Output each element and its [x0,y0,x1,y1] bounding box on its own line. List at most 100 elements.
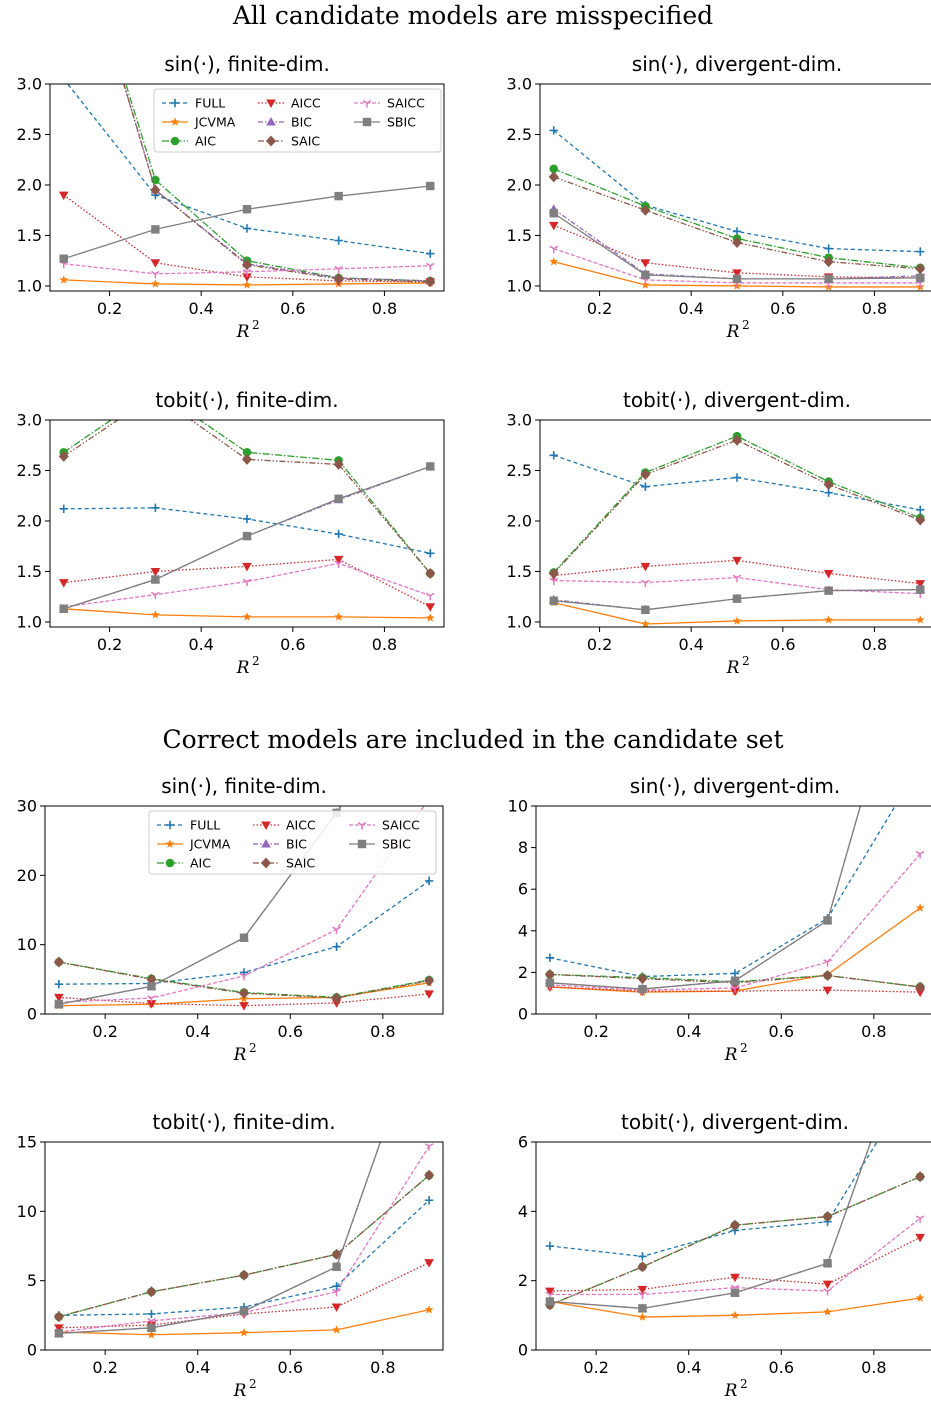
data-point-aicc [732,556,742,566]
y-tick-label: 2.5 [17,125,42,144]
y-tick-label: 5 [27,1271,37,1290]
x-axis-label-superscript: 2 [742,318,750,332]
data-point-saic [333,458,344,470]
legend-swatch-marker [362,100,372,108]
x-tick-label: 0.6 [280,635,305,654]
data-point-jcvma [824,615,833,624]
data-point-aicc [242,273,252,282]
y-tick-label: 3.0 [17,75,42,94]
data-point-aicc [822,1280,833,1290]
data-point-saicc [425,262,435,271]
x-tick-label: 0.4 [676,1022,701,1041]
legend-label-jcvma: JCVMA [194,115,236,130]
data-point-jcvma [334,612,343,621]
data-point-aicc [242,562,252,572]
series-line-saic [58,1174,430,1318]
data-point-saic [548,567,559,579]
y-tick-label: 3.0 [507,75,532,94]
data-point-saicc [332,926,341,935]
legend-swatch-marker [261,857,271,869]
series-group [53,999,435,1339]
y-tick-label: 1.5 [507,562,532,581]
data-point-sbic [916,585,925,594]
data-point-aic [151,175,160,185]
y-tick-label: 2 [518,1271,528,1290]
series-line-saic [58,961,430,999]
data-point-full [424,876,434,886]
data-point-saicc [242,268,252,277]
chart-title: tobit(·), finite-dim. [152,1110,335,1134]
data-point-full [54,979,64,989]
x-tick-label: 0.8 [372,635,397,654]
data-point-full [824,244,833,253]
x-axis-label: R [726,658,740,678]
data-point-saic [915,263,926,275]
data-point-sbic [730,1288,740,1297]
data-point-full [916,505,925,515]
y-tick-label: 0 [518,1005,528,1024]
data-point-full [732,473,742,482]
data-point-sbic [425,999,433,1007]
data-point-aicc [545,1287,555,1297]
data-point-full [916,247,925,256]
data-point-jcvma [915,615,925,624]
data-point-sbic [545,1297,555,1306]
data-point-saic [822,1211,833,1223]
y-tick-label: 3.0 [17,411,42,430]
legend-swatch-marker [170,136,180,146]
y-tick-label: 10 [17,935,37,954]
data-point-sbic [730,976,740,985]
y-tick-label: 2.0 [507,511,532,530]
series-line-sbic [63,185,431,260]
data-point-saicc [915,850,925,859]
y-tick-label: 1.0 [17,612,42,631]
data-point-saic [242,453,252,465]
series-line-aic [63,420,431,574]
data-point-saic [424,975,435,987]
series-line-full [58,1199,430,1316]
series-line-saic [63,420,431,574]
data-point-saic [242,259,252,271]
series-line-saic [549,1176,921,1306]
data-point-saicc [730,985,740,993]
data-point-sbic [242,205,252,214]
data-point-full [334,236,343,245]
data-point-saic [823,479,834,491]
legend-label-full: FULL [195,96,225,111]
y-tick-label: 1.0 [17,276,42,295]
series-line-saicc [63,562,431,608]
data-point-saic [640,204,651,216]
data-point-saic [822,970,833,982]
legend-label-saic: SAIC [286,856,315,871]
x-tick-label: 0.2 [97,299,122,318]
y-tick-label: 10 [508,797,528,816]
data-point-saicc [641,579,650,588]
y-tick-label: 1.0 [507,276,532,295]
x-tick-label: 0.8 [862,299,887,318]
data-point-saicc [151,270,160,279]
data-point-sbic [239,1306,249,1316]
legend-label-bic: BIC [286,837,307,852]
data-point-sbic [332,1262,341,1271]
legend-swatch-marker [165,858,175,868]
data-point-jcvma [425,613,435,622]
data-point-sbic [823,916,832,925]
data-point-sbic [732,594,742,603]
data-point-sbic [151,575,160,584]
data-point-aicc [333,555,344,565]
legend-swatch-marker [362,117,372,127]
y-tick-label: 10 [17,1202,37,1221]
x-axis-label: R [236,658,250,678]
legend-label-aicc: AICC [291,96,321,111]
data-point-saic [637,1261,648,1273]
legend-swatch-marker [357,822,367,830]
data-point-aicc [424,1259,434,1268]
data-point-saic [58,450,69,462]
data-point-full [549,451,558,460]
x-tick-label: 0.2 [92,1358,117,1377]
data-point-sbic [824,274,833,284]
y-tick-label: 6 [518,1133,528,1152]
data-point-sbic [54,1000,64,1009]
plot-frame [535,1141,931,1351]
data-point-jcvma [424,1305,434,1314]
